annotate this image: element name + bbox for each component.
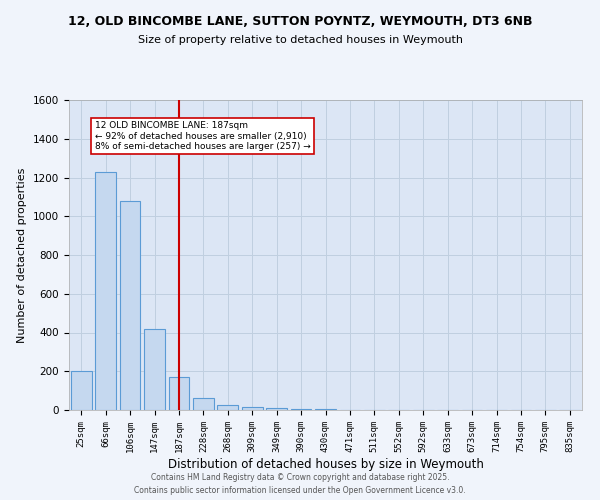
Bar (290, 409, 311, 410)
Text: 12, OLD BINCOMBE LANE, SUTTON POYNTZ, WEYMOUTH, DT3 6NB: 12, OLD BINCOMBE LANE, SUTTON POYNTZ, WE… (68, 15, 532, 28)
Bar (144, 328, 165, 410)
Bar (193, 398, 214, 410)
Text: 12 OLD BINCOMBE LANE: 187sqm
← 92% of detached houses are smaller (2,910)
8% of : 12 OLD BINCOMBE LANE: 187sqm ← 92% of de… (95, 122, 310, 151)
Bar (95, 172, 116, 410)
Bar (71, 371, 92, 410)
Text: Size of property relative to detached houses in Weymouth: Size of property relative to detached ho… (137, 35, 463, 45)
Bar (169, 377, 190, 410)
Bar (217, 405, 238, 410)
Text: Contains public sector information licensed under the Open Government Licence v3: Contains public sector information licen… (134, 486, 466, 495)
X-axis label: Distribution of detached houses by size in Weymouth: Distribution of detached houses by size … (167, 458, 484, 470)
Text: Contains HM Land Registry data © Crown copyright and database right 2025.: Contains HM Land Registry data © Crown c… (151, 474, 449, 482)
Bar (266, 408, 287, 410)
Bar (119, 200, 140, 410)
Bar (242, 407, 263, 410)
Y-axis label: Number of detached properties: Number of detached properties (17, 168, 28, 342)
